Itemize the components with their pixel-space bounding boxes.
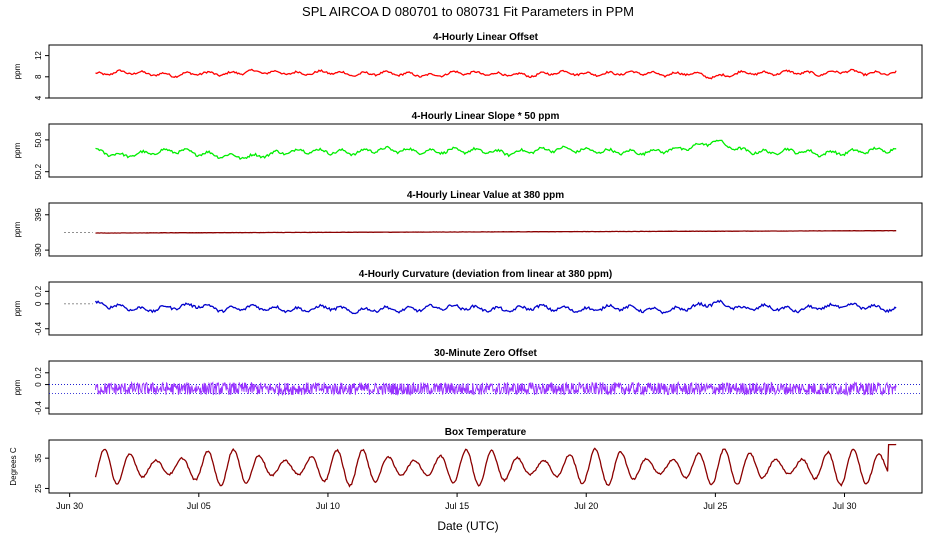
x-tick-label: Jun 30 bbox=[56, 501, 83, 511]
y-tick-label: 25 bbox=[34, 483, 43, 492]
x-tick-label: Jul 10 bbox=[316, 501, 340, 511]
series-line bbox=[95, 380, 897, 397]
y-tick-label: 0 bbox=[34, 382, 43, 387]
main-title: SPL AIRCOA D 080701 to 080731 Fit Parame… bbox=[302, 4, 634, 19]
chart-panel: Box Temperature 25 35 Degrees C bbox=[9, 427, 923, 494]
panel-title: 4-Hourly Linear Slope * 50 ppm bbox=[412, 111, 560, 122]
panel-frame bbox=[48, 44, 923, 99]
y-tick-label: 0.2 bbox=[34, 285, 43, 297]
y-axis-label: Degrees C bbox=[9, 447, 18, 485]
y-tick-label: 12 bbox=[34, 51, 43, 60]
chart-panel: 4-Hourly Linear Value at 380 ppm 390 396 pp… bbox=[13, 190, 923, 257]
series-line bbox=[95, 139, 897, 161]
y-axis-label: ppm bbox=[13, 300, 22, 316]
y-tick-label: 8 bbox=[34, 74, 43, 79]
panel-frame bbox=[48, 202, 923, 257]
x-tick-label: Jul 15 bbox=[445, 501, 469, 511]
y-tick-label: 0.2 bbox=[34, 367, 43, 379]
panel-frame bbox=[48, 123, 923, 178]
panel-frame bbox=[48, 281, 923, 336]
x-tick-label: Jul 20 bbox=[574, 501, 598, 511]
series-line bbox=[94, 299, 897, 315]
y-axis-label: ppm bbox=[13, 142, 22, 158]
y-axis-label: ppm bbox=[13, 63, 22, 79]
x-axis-label: Date (UTC) bbox=[437, 519, 498, 533]
panel-title: 4-Hourly Linear Value at 380 ppm bbox=[407, 190, 564, 201]
series-line bbox=[94, 443, 897, 488]
y-tick-label: 0 bbox=[34, 301, 43, 306]
y-tick-label: 4 bbox=[34, 95, 43, 100]
panel-title: 30-Minute Zero Offset bbox=[434, 348, 537, 359]
y-tick-label: 50.2 bbox=[34, 163, 43, 179]
chart-panel: 4-Hourly Linear Offset 4 8 12 ppm bbox=[13, 32, 923, 100]
panel-title: 4-Hourly Linear Offset bbox=[433, 32, 539, 43]
y-tick-label: -0.4 bbox=[34, 401, 43, 415]
chart-panel: 4-Hourly Curvature (deviation from linea… bbox=[13, 269, 923, 336]
series-line bbox=[95, 68, 897, 80]
x-tick-label: Jul 30 bbox=[832, 501, 856, 511]
y-tick-label: 390 bbox=[34, 243, 43, 257]
chart-panel: 30-Minute Zero Offset -0.4 0 0.2 ppm bbox=[13, 348, 923, 415]
x-tick-label: Jul 05 bbox=[187, 501, 211, 511]
panel-title: 4-Hourly Curvature (deviation from linea… bbox=[359, 269, 612, 280]
x-tick-label: Jul 25 bbox=[703, 501, 727, 511]
y-tick-label: 35 bbox=[34, 453, 43, 462]
series-line bbox=[95, 229, 897, 234]
chart-panel: 4-Hourly Linear Slope * 50 ppm 50.2 50.8 pp… bbox=[13, 111, 923, 179]
y-tick-label: 396 bbox=[34, 208, 43, 222]
y-tick-label: 50.8 bbox=[34, 132, 43, 148]
panel-title: Box Temperature bbox=[445, 427, 527, 438]
y-tick-label: -0.4 bbox=[34, 321, 43, 335]
panel-frame bbox=[48, 360, 923, 415]
y-axis-label: ppm bbox=[13, 379, 22, 395]
y-axis-label: ppm bbox=[13, 221, 22, 237]
